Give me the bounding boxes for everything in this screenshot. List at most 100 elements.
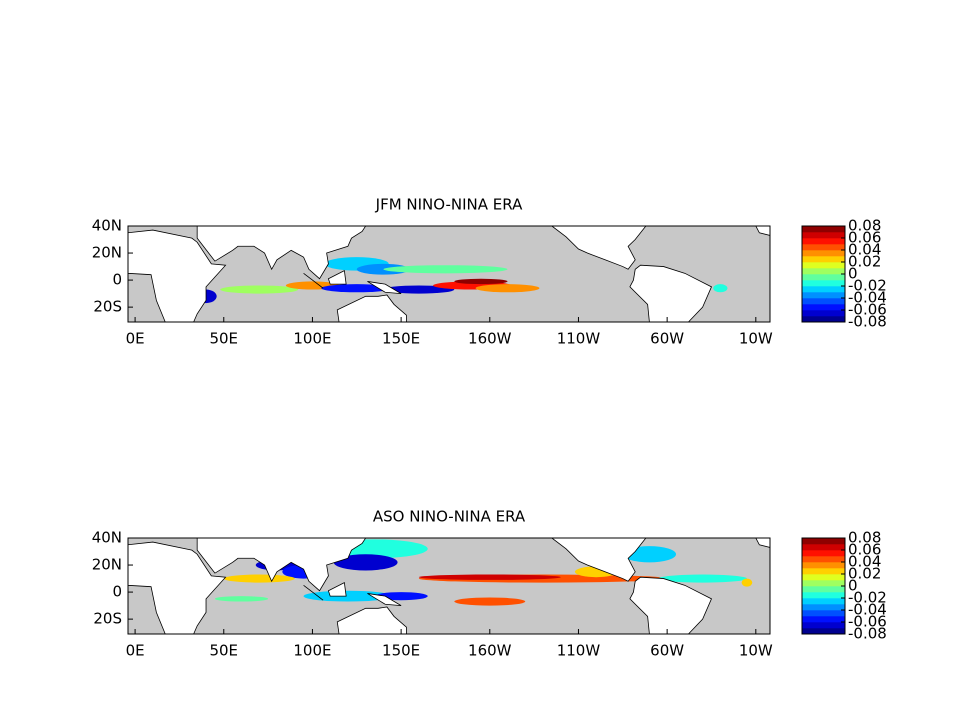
colorbar-band (802, 562, 845, 569)
anomaly-field (223, 574, 295, 583)
colorbar-band (802, 250, 845, 257)
anomaly-field (333, 554, 398, 571)
anomaly-field (383, 285, 455, 294)
colorbar-band (802, 538, 845, 545)
x-tick-label: 160W (468, 642, 512, 660)
colorbar-tick-label: 0.02 (848, 565, 881, 583)
anomaly-field (383, 265, 508, 274)
y-tick-label: 0 (112, 583, 122, 601)
anomaly-field (214, 596, 269, 602)
y-tick-label: 20N (92, 244, 122, 262)
map-area (128, 226, 770, 322)
land (551, 538, 647, 582)
colorbar-band (802, 592, 845, 599)
anomaly-field (220, 285, 299, 294)
anomaly-field (418, 574, 561, 580)
land (327, 582, 347, 597)
colorbar-tick-label: 0 (848, 265, 858, 283)
x-tick-label: 160W (468, 330, 512, 348)
colorbar-band (802, 274, 845, 281)
land (367, 281, 402, 295)
y-tick-label: 40N (92, 529, 122, 547)
colorbar-tick-label: -0.06 (848, 613, 887, 631)
y-tick-label: 40N (92, 217, 122, 235)
anomaly-field (454, 278, 508, 285)
x-tick-label: 50E (209, 642, 238, 660)
x-tick-label: 0E (126, 642, 145, 660)
colorbar-band (802, 568, 845, 575)
land (755, 538, 770, 548)
plot-frame (127, 225, 771, 323)
colorbar-band (802, 226, 845, 233)
land (327, 270, 347, 285)
land (128, 229, 227, 322)
colorbar-band (802, 244, 845, 251)
x-tick-label: 150E (382, 330, 420, 348)
colorbar-band (802, 232, 845, 239)
colorbar-band (802, 292, 845, 299)
colorbar-band (802, 616, 845, 623)
colorbar-band (802, 574, 845, 581)
plot-frame (127, 537, 771, 635)
anomaly-field (713, 284, 728, 293)
colorbar-band (802, 262, 845, 269)
land (367, 593, 402, 607)
colorbar-band (802, 550, 845, 557)
land (755, 226, 770, 236)
colorbar-band (802, 238, 845, 245)
colorbar-band (802, 304, 845, 311)
colorbar-band (802, 286, 845, 293)
colorbar-band (802, 628, 845, 635)
x-tick-label: 60W (650, 642, 684, 660)
colorbar-tick-label: -0.04 (848, 289, 887, 307)
colorbar-band (802, 310, 845, 317)
colorbar-tick-label: 0.04 (848, 553, 881, 571)
colorbar-band (802, 622, 845, 629)
land (196, 538, 367, 592)
colorbar-band (802, 280, 845, 287)
y-tick-label: 20S (93, 610, 122, 628)
colorbar-tick-label: -0.04 (848, 601, 887, 619)
colorbar-band (802, 556, 845, 563)
colorbar-tick-label: 0.04 (848, 241, 881, 259)
x-tick-label: 110W (557, 330, 601, 348)
colorbar-tick-label: 0.06 (848, 229, 881, 247)
x-tick-label: 100E (293, 642, 331, 660)
colorbar-band (802, 256, 845, 263)
colorbar-tick-label: 0.06 (848, 541, 881, 559)
panel-title: ASO NINO-NINA ERA (373, 508, 526, 526)
colorbar-tick-label: 0.02 (848, 253, 881, 271)
colorbar-band (802, 580, 845, 587)
colorbar-band (802, 610, 845, 617)
colorbar-tick-label: 0.08 (848, 529, 881, 547)
x-tick-label: 10W (739, 642, 773, 660)
colorbar-band (802, 544, 845, 551)
colorbar-band (802, 586, 845, 593)
x-tick-label: 10W (739, 330, 773, 348)
colorbar-band (802, 268, 845, 275)
land (128, 541, 227, 634)
colorbar-band (802, 298, 845, 305)
land (629, 264, 712, 322)
x-tick-label: 50E (209, 330, 238, 348)
colorbar-tick-label: 0.08 (848, 217, 881, 235)
land (551, 226, 647, 270)
colorbar-tick-label: -0.08 (848, 625, 887, 643)
y-tick-label: 20S (93, 298, 122, 316)
colorbar-band (802, 598, 845, 605)
colorbar-tick-label: -0.02 (848, 589, 887, 607)
land (303, 585, 324, 601)
colorbar-tick-label: -0.06 (848, 301, 887, 319)
x-tick-label: 150E (382, 642, 420, 660)
y-tick-label: 20N (92, 556, 122, 574)
land (196, 226, 367, 280)
land (303, 273, 324, 289)
y-tick-label: 0 (112, 271, 122, 289)
anomaly-field (741, 578, 753, 587)
colorbar-tick-label: -0.08 (848, 313, 887, 331)
land (629, 576, 712, 634)
map-area (128, 538, 770, 634)
anomaly-field (658, 574, 747, 583)
colorbar-band (802, 604, 845, 611)
